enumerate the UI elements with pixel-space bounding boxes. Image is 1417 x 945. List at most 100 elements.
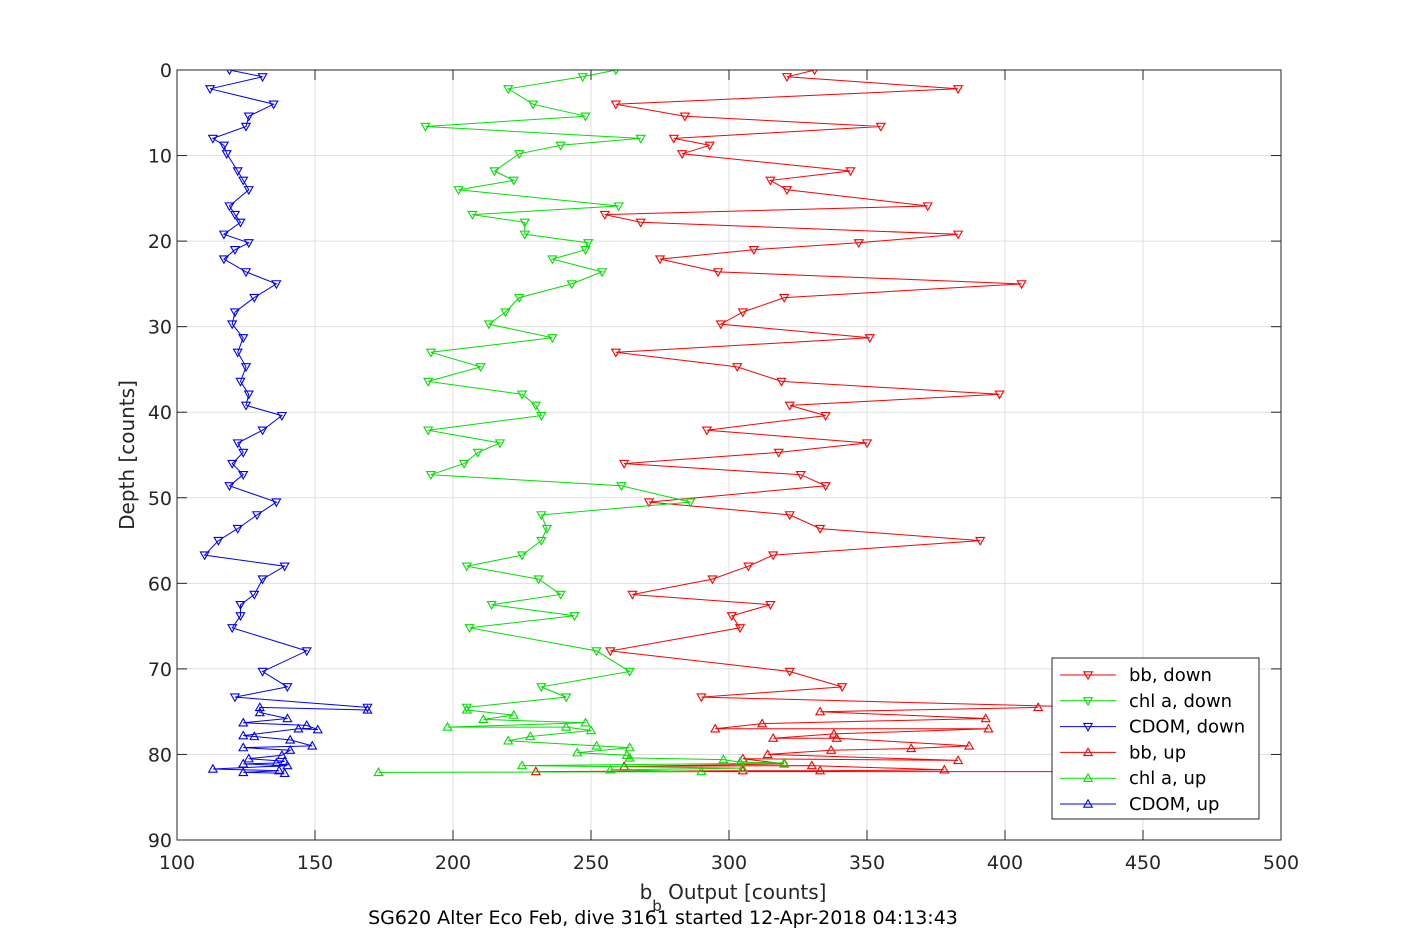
data-point-marker xyxy=(676,150,688,160)
data-point-marker xyxy=(235,377,246,387)
y-tick-label: 70 xyxy=(148,659,172,681)
data-point-marker xyxy=(508,709,519,719)
data-point-marker xyxy=(238,767,249,777)
data-point-marker xyxy=(279,755,290,765)
data-point-marker xyxy=(282,683,293,693)
series-layer xyxy=(199,70,1190,777)
series-bb-up xyxy=(530,702,1190,776)
x-tick-label: 250 xyxy=(573,852,609,874)
data-point-marker xyxy=(555,590,566,600)
data-point-marker xyxy=(238,742,249,752)
legend-label: bb, up xyxy=(1129,742,1186,763)
legend-item: CDOM, up xyxy=(1060,794,1219,815)
data-point-marker xyxy=(218,230,230,240)
data-point-marker xyxy=(533,575,544,585)
legend-item: bb, up xyxy=(1060,742,1186,763)
legend-label: chl a, down xyxy=(1129,691,1232,712)
data-point-marker xyxy=(679,112,690,122)
legend-items: bb, down chl a, down CDOM, down bb, up chl a… xyxy=(1060,665,1245,815)
data-point-marker xyxy=(580,245,591,255)
y-tick-label: 80 xyxy=(148,744,172,766)
y-tick-label: 20 xyxy=(148,231,172,253)
data-point-marker xyxy=(519,230,530,240)
x-tick-label: 150 xyxy=(297,852,333,874)
y-tick-label: 30 xyxy=(148,317,172,339)
data-point-marker xyxy=(227,624,238,634)
data-point-marker xyxy=(591,740,602,750)
data-point-marker xyxy=(732,363,743,373)
data-point-marker xyxy=(820,482,831,492)
data-point-marker xyxy=(837,683,848,693)
data-point-marker xyxy=(710,723,721,733)
data-point-marker xyxy=(238,730,249,740)
data-point-marker xyxy=(249,731,260,741)
data-point-marker xyxy=(224,482,235,492)
data-point-marker xyxy=(566,280,577,290)
series-cdom-up xyxy=(207,702,373,777)
data-point-marker xyxy=(307,740,318,750)
data-point-marker xyxy=(627,590,638,600)
data-point-marker xyxy=(781,73,793,83)
x-tick-label: 450 xyxy=(1125,852,1161,874)
data-point-marker xyxy=(583,239,594,249)
data-point-marker xyxy=(423,377,434,387)
x-axis-label-subscript: b xyxy=(652,897,662,915)
data-point-marker xyxy=(279,562,290,572)
y-tick-label: 40 xyxy=(148,402,172,424)
data-point-marker xyxy=(737,762,748,772)
x-axis-label-rest: Output [counts] xyxy=(662,880,827,904)
data-point-marker xyxy=(624,752,635,762)
data-point-marker xyxy=(963,740,975,750)
data-point-marker xyxy=(585,725,597,735)
data-point-marker xyxy=(983,723,994,733)
data-point-marker xyxy=(828,728,840,738)
data-point-marker xyxy=(271,757,282,767)
data-point-marker xyxy=(814,524,826,534)
data-point-marker xyxy=(784,511,795,521)
data-point-marker xyxy=(541,524,552,534)
data-point-marker xyxy=(257,73,268,83)
data-point-marker xyxy=(362,704,373,714)
data-point-marker xyxy=(536,511,547,521)
data-point-marker xyxy=(254,707,265,717)
data-point-marker xyxy=(737,765,748,775)
data-point-marker xyxy=(734,624,746,634)
data-point-marker xyxy=(238,334,249,344)
legend-marker xyxy=(1082,747,1094,757)
data-point-marker xyxy=(204,85,216,95)
data-point-marker xyxy=(536,411,547,421)
data-point-marker xyxy=(1016,280,1027,290)
data-point-marker xyxy=(373,767,384,777)
data-point-marker xyxy=(853,239,864,249)
data-point-marker xyxy=(224,202,235,212)
data-point-marker xyxy=(814,706,826,716)
data-point-marker xyxy=(765,176,776,186)
data-point-marker xyxy=(715,320,726,330)
data-point-marker xyxy=(227,320,238,330)
data-point-marker xyxy=(235,601,246,611)
data-point-marker xyxy=(425,470,437,480)
data-point-marker xyxy=(282,713,293,723)
axis-ticks: 100 150 200 250 300 350 400 450 500 0 10 20 30 40 50 60… xyxy=(148,60,1299,874)
data-point-marker xyxy=(453,186,464,196)
data-point-marker xyxy=(516,390,528,400)
legend-item: chl a, up xyxy=(1060,768,1206,789)
data-point-marker xyxy=(685,498,696,508)
data-point-marker xyxy=(643,498,655,508)
data-point-marker xyxy=(257,667,268,677)
data-point-marker xyxy=(238,448,249,458)
data-point-marker xyxy=(232,167,243,177)
y-tick-label: 0 xyxy=(160,60,172,82)
data-point-marker xyxy=(530,766,541,776)
legend-marker xyxy=(1082,798,1094,808)
data-point-marker xyxy=(514,150,525,160)
data-point-marker xyxy=(527,100,539,110)
legend-marker xyxy=(1082,671,1094,681)
data-point-marker xyxy=(240,401,252,411)
data-point-marker xyxy=(696,766,707,776)
series-bb-down xyxy=(599,70,1104,713)
data-point-marker xyxy=(845,167,856,177)
data-point-marker xyxy=(232,524,243,534)
data-point-marker xyxy=(423,426,434,436)
data-point-marker xyxy=(555,141,566,151)
